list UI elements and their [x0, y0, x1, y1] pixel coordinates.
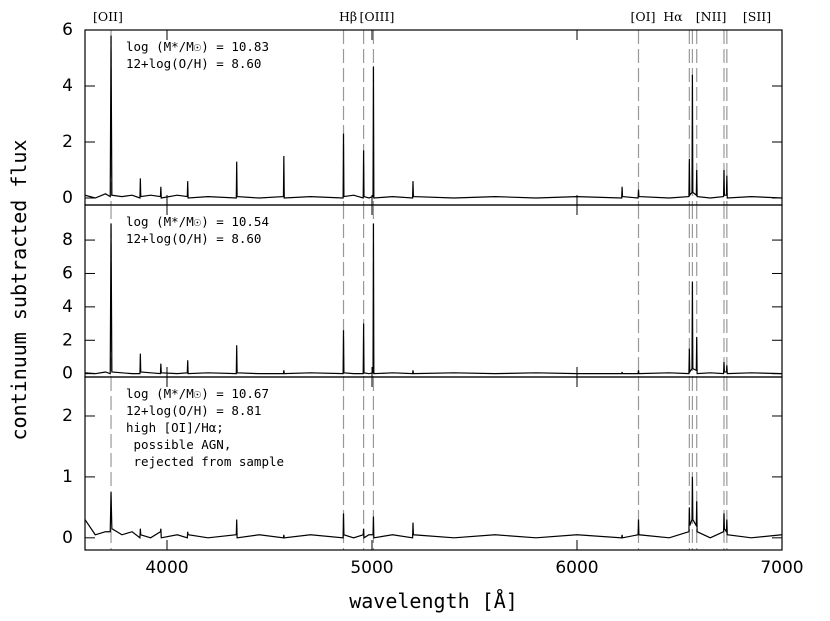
- plot-area: [85, 377, 782, 550]
- x-tick-label: 7000: [760, 558, 803, 578]
- line-label: [OI]: [631, 9, 656, 24]
- spectrum: [85, 476, 782, 540]
- y-tick-label: 0: [62, 188, 73, 208]
- line-label: Hβ: [339, 9, 357, 24]
- annotation: possible AGN,: [126, 437, 231, 452]
- x-tick-label: 5000: [350, 558, 393, 578]
- y-tick-label: 2: [62, 132, 73, 152]
- x-tick-label: 4000: [145, 558, 188, 578]
- annotation: log (M*/M☉) = 10.83: [126, 39, 269, 54]
- y-tick-label: 4: [62, 297, 73, 317]
- panel-frame: [84, 376, 783, 551]
- annotation: 12+log(O/H) = 8.60: [126, 231, 261, 246]
- y-tick-label: 0: [62, 364, 73, 384]
- spectrum: [85, 223, 782, 375]
- plot-area: [85, 30, 782, 205]
- annotation: log (M*/M☉) = 10.67: [126, 386, 269, 401]
- y-tick-label: 1: [62, 467, 73, 487]
- y-axis-label: continuum subtracted flux: [7, 139, 31, 440]
- line-label: [OII]: [93, 9, 123, 24]
- annotation: rejected from sample: [126, 454, 284, 469]
- y-tick-label: 2: [62, 330, 73, 350]
- plot-area: [85, 205, 782, 377]
- line-label: [NII]: [696, 9, 727, 24]
- line-label: [OIII]: [360, 9, 395, 24]
- x-axis-label: wavelength [Å]: [349, 589, 518, 613]
- annotation: log (M*/M☉) = 10.54: [126, 214, 269, 229]
- y-tick-label: 6: [62, 263, 73, 283]
- spectrum: [85, 35, 782, 199]
- annotation: high [OI]/Hα;: [126, 420, 224, 435]
- y-tick-label: 6: [62, 20, 73, 40]
- y-tick-label: 2: [62, 406, 73, 426]
- y-tick-label: 4: [62, 76, 73, 96]
- annotation: 12+log(O/H) = 8.81: [126, 403, 261, 418]
- x-tick-label: 6000: [555, 558, 598, 578]
- line-label: Hα: [663, 9, 683, 24]
- y-tick-label: 8: [62, 230, 73, 250]
- line-label: [SII]: [743, 9, 771, 24]
- annotation: 12+log(O/H) = 8.60: [126, 56, 261, 71]
- y-tick-label: 0: [62, 528, 73, 548]
